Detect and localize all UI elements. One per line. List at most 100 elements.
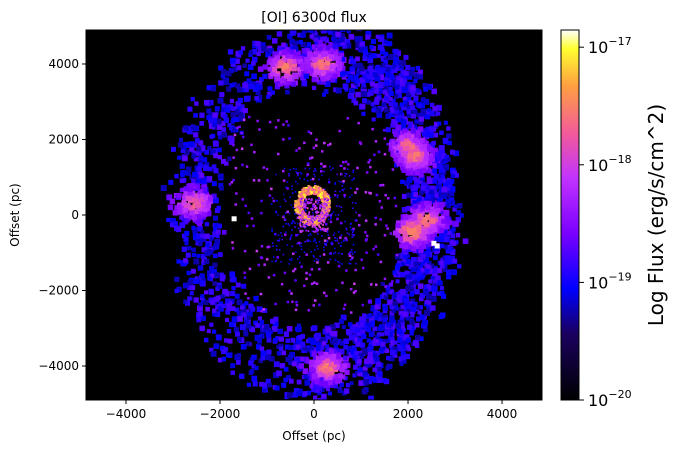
flux-pixel [407, 274, 413, 280]
flux-pixel [349, 326, 356, 333]
flux-pixel [225, 352, 231, 358]
flux-pixel [313, 256, 315, 258]
flux-pixel [335, 87, 342, 94]
flux-pixel [400, 343, 405, 348]
flux-pixel [421, 168, 427, 174]
flux-pixel [317, 40, 323, 46]
flux-pixel [299, 222, 302, 225]
flux-pixel [441, 218, 447, 224]
flux-pixel [400, 166, 406, 172]
flux-pixel [427, 285, 434, 291]
flux-pixel [404, 102, 409, 107]
flux-pixel [278, 249, 281, 251]
flux-pixel [310, 201, 313, 204]
flux-pixel [189, 210, 195, 216]
flux-pixel [196, 253, 201, 258]
flux-pixel [296, 205, 300, 209]
flux-pixel [339, 71, 346, 78]
flux-pixel [319, 36, 325, 42]
flux-pixel [396, 150, 399, 153]
flux-pixel [316, 401, 321, 406]
flux-pixel [261, 45, 267, 52]
flux-pixel [212, 197, 219, 204]
flux-pixel [289, 351, 296, 358]
flux-pixel [328, 205, 331, 209]
flux-pixel [421, 181, 426, 187]
flux-pixel [450, 174, 455, 179]
flux-pixel [176, 259, 181, 264]
flux-pixel [360, 342, 366, 348]
flux-pixel [178, 137, 184, 143]
flux-pixel [351, 345, 356, 350]
flux-pixel [197, 206, 203, 212]
flux-pixel [241, 303, 246, 308]
flux-pixel [307, 215, 309, 218]
flux-pixel [376, 361, 382, 367]
flux-pixel [298, 206, 301, 209]
flux-pixel [409, 318, 414, 323]
flux-pixel [303, 196, 306, 199]
flux-pixel [349, 259, 352, 261]
flux-pixel [290, 30, 297, 35]
flux-pixel [401, 259, 406, 264]
flux-pixel [313, 203, 315, 206]
flux-pixel [404, 270, 410, 276]
flux-pixel [347, 163, 350, 166]
flux-pixel [250, 327, 256, 333]
flux-pixel [448, 259, 453, 265]
flux-pixel [320, 162, 323, 166]
flux-pixel [402, 88, 408, 94]
flux-pixel [323, 227, 325, 230]
flux-pixel [313, 387, 318, 392]
flux-pixel [329, 258, 332, 261]
flux-pixel [298, 67, 304, 74]
flux-pixel [220, 294, 225, 299]
flux-pixel [387, 363, 393, 369]
flux-pixel [395, 141, 398, 145]
flux-pixel [266, 258, 269, 261]
flux-pixel [235, 83, 241, 89]
flux-pixel [206, 85, 212, 91]
flux-pixel [270, 318, 276, 324]
flux-pixel [361, 82, 366, 87]
flux-pixel [280, 232, 282, 234]
flux-pixel [400, 141, 406, 147]
flux-pixel [285, 222, 287, 225]
flux-pixel [315, 144, 318, 147]
flux-pixel [214, 208, 220, 214]
flux-pixel [436, 183, 442, 189]
flux-pixel [270, 90, 275, 95]
flux-pixel [304, 203, 307, 206]
flux-pixel [344, 369, 350, 375]
flux-pixel [326, 212, 328, 215]
flux-pixel [251, 48, 258, 55]
flux-pixel [284, 83, 290, 89]
flux-pixel [396, 306, 401, 312]
flux-pixel [281, 50, 287, 56]
flux-pixel [345, 238, 348, 242]
flux-pixel [221, 158, 227, 164]
flux-pixel [300, 32, 306, 37]
flux-pixel [422, 131, 427, 137]
flux-pixel [277, 328, 284, 335]
flux-pixel [334, 214, 337, 216]
flux-pixel [417, 310, 422, 315]
flux-pixel [302, 345, 307, 351]
flux-pixel [415, 305, 420, 310]
flux-pixel [193, 132, 199, 138]
flux-pixel [300, 202, 302, 205]
flux-pixel [343, 240, 345, 242]
flux-pixel [307, 130, 310, 133]
flux-pixel [226, 329, 232, 334]
flux-pixel [398, 83, 404, 89]
flux-pixel [368, 344, 374, 350]
flux-pixel [268, 245, 271, 248]
flux-pixel [366, 52, 372, 58]
flux-pixel [431, 285, 437, 292]
flux-pixel [410, 92, 416, 97]
flux-pixel [381, 183, 385, 187]
flux-pixel [292, 192, 294, 194]
flux-pixel [237, 97, 243, 103]
flux-pixel [302, 391, 308, 396]
flux-pixel [284, 47, 290, 53]
